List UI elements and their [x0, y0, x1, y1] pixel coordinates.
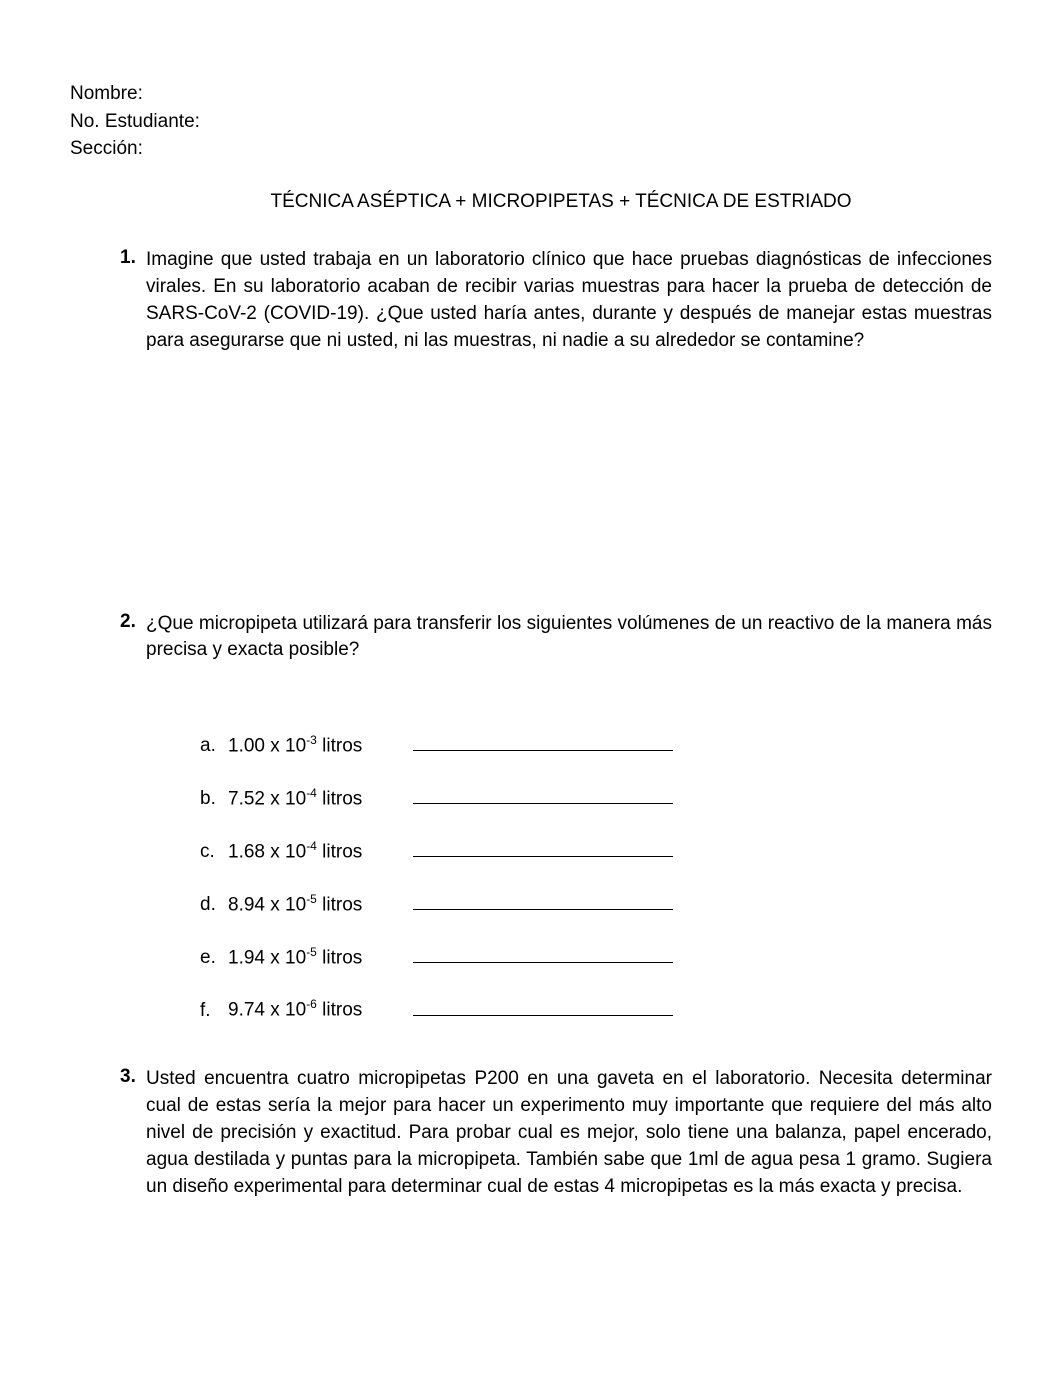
answer-blank[interactable]	[413, 836, 673, 857]
page: Nombre: No. Estudiante: Sección: TÉCNICA…	[0, 0, 1062, 1377]
document-title: TÉCNICA ASÉPTICA + MICROPIPETAS + TÉCNIC…	[70, 191, 992, 213]
answer-blank[interactable]	[413, 942, 673, 963]
item-letter: d.	[200, 894, 228, 916]
student-no-label: No. Estudiante:	[70, 108, 992, 136]
item-value: 1.94 x 10-5 litros	[228, 945, 413, 969]
question-2-text: ¿Que micropipeta utilizará para transfer…	[146, 611, 992, 665]
question-3: 3. Usted encuentra cuatro micropipetas P…	[70, 1066, 992, 1201]
volume-list: a. 1.00 x 10-3 litros b. 7.52 x 10-4 lit…	[70, 730, 992, 1021]
volume-item-c: c. 1.68 x 10-4 litros	[200, 836, 992, 863]
question-2: 2. ¿Que micropipeta utilizará para trans…	[70, 611, 992, 665]
answer-blank[interactable]	[413, 995, 673, 1016]
question-1-number: 1.	[120, 247, 146, 355]
item-letter: c.	[200, 841, 228, 863]
volume-item-a: a. 1.00 x 10-3 litros	[200, 730, 992, 757]
question-2-number: 2.	[120, 611, 146, 665]
answer-space-q1	[70, 381, 992, 611]
item-value: 1.68 x 10-4 litros	[228, 839, 413, 863]
item-value: 9.74 x 10-6 litros	[228, 997, 413, 1021]
name-label: Nombre:	[70, 80, 992, 108]
item-value: 1.00 x 10-3 litros	[228, 733, 413, 757]
item-letter: b.	[200, 788, 228, 810]
answer-blank[interactable]	[413, 730, 673, 751]
volume-item-f: f. 9.74 x 10-6 litros	[200, 995, 992, 1022]
item-letter: f.	[200, 1000, 228, 1022]
item-letter: e.	[200, 947, 228, 969]
volume-item-e: e. 1.94 x 10-5 litros	[200, 942, 992, 969]
item-value: 8.94 x 10-5 litros	[228, 892, 413, 916]
item-letter: a.	[200, 735, 228, 757]
volume-item-d: d. 8.94 x 10-5 litros	[200, 889, 992, 916]
answer-blank[interactable]	[413, 783, 673, 804]
volume-item-b: b. 7.52 x 10-4 litros	[200, 783, 992, 810]
question-1: 1. Imagine que usted trabaja en un labor…	[70, 247, 992, 355]
answer-blank[interactable]	[413, 889, 673, 910]
question-3-number: 3.	[120, 1066, 146, 1201]
question-3-text: Usted encuentra cuatro micropipetas P200…	[146, 1066, 992, 1201]
section-label: Sección:	[70, 135, 992, 163]
question-1-text: Imagine que usted trabaja en un laborato…	[146, 247, 992, 355]
header-block: Nombre: No. Estudiante: Sección:	[70, 80, 992, 163]
item-value: 7.52 x 10-4 litros	[228, 786, 413, 810]
